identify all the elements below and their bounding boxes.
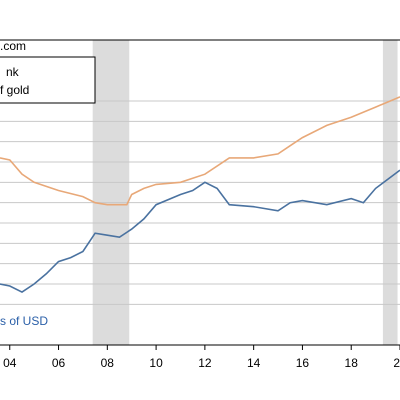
x-tick-label: 14 <box>247 356 261 370</box>
series-line <box>0 96 400 206</box>
legend-text: nk <box>6 65 20 79</box>
annotation: s of USD <box>0 314 48 328</box>
x-tick-label: 12 <box>198 356 212 370</box>
recession-shading <box>382 40 398 345</box>
x-tick-label: 08 <box>101 356 115 370</box>
x-tick-label: 06 <box>52 356 66 370</box>
x-tick-label: 18 <box>345 356 359 370</box>
recession-shading <box>92 40 130 345</box>
x-tick-layer: 04 06 08 10 12 14 16 18 20 <box>3 345 400 370</box>
shading-layer <box>92 40 398 345</box>
x-tick-label: 04 <box>3 356 17 370</box>
watermark: .com <box>0 39 26 53</box>
legend-box <box>0 56 96 104</box>
series-line <box>0 169 400 294</box>
legend-text: f gold <box>0 83 29 97</box>
x-tick-label: 20 <box>393 356 400 370</box>
line-layer <box>0 96 400 294</box>
x-tick-label: 10 <box>149 356 163 370</box>
x-tick-label: 16 <box>296 356 310 370</box>
